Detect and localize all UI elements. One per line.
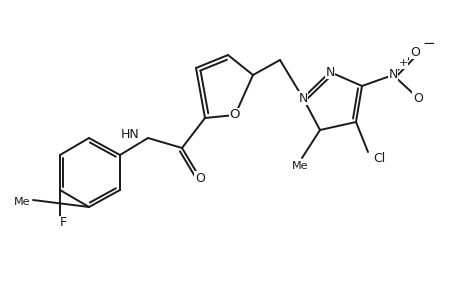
Text: N: N [325, 65, 334, 79]
Text: −: − [422, 37, 434, 52]
Text: Cl: Cl [372, 152, 385, 164]
Text: O: O [409, 46, 419, 59]
Text: Me: Me [291, 161, 308, 171]
Text: Me: Me [13, 197, 30, 207]
Text: HN: HN [121, 128, 140, 142]
Text: N: N [298, 92, 307, 104]
Text: N: N [387, 68, 397, 82]
Text: O: O [195, 172, 205, 184]
Text: F: F [59, 217, 67, 230]
Text: O: O [412, 92, 422, 104]
Text: O: O [229, 109, 240, 122]
Text: +: + [397, 58, 407, 68]
